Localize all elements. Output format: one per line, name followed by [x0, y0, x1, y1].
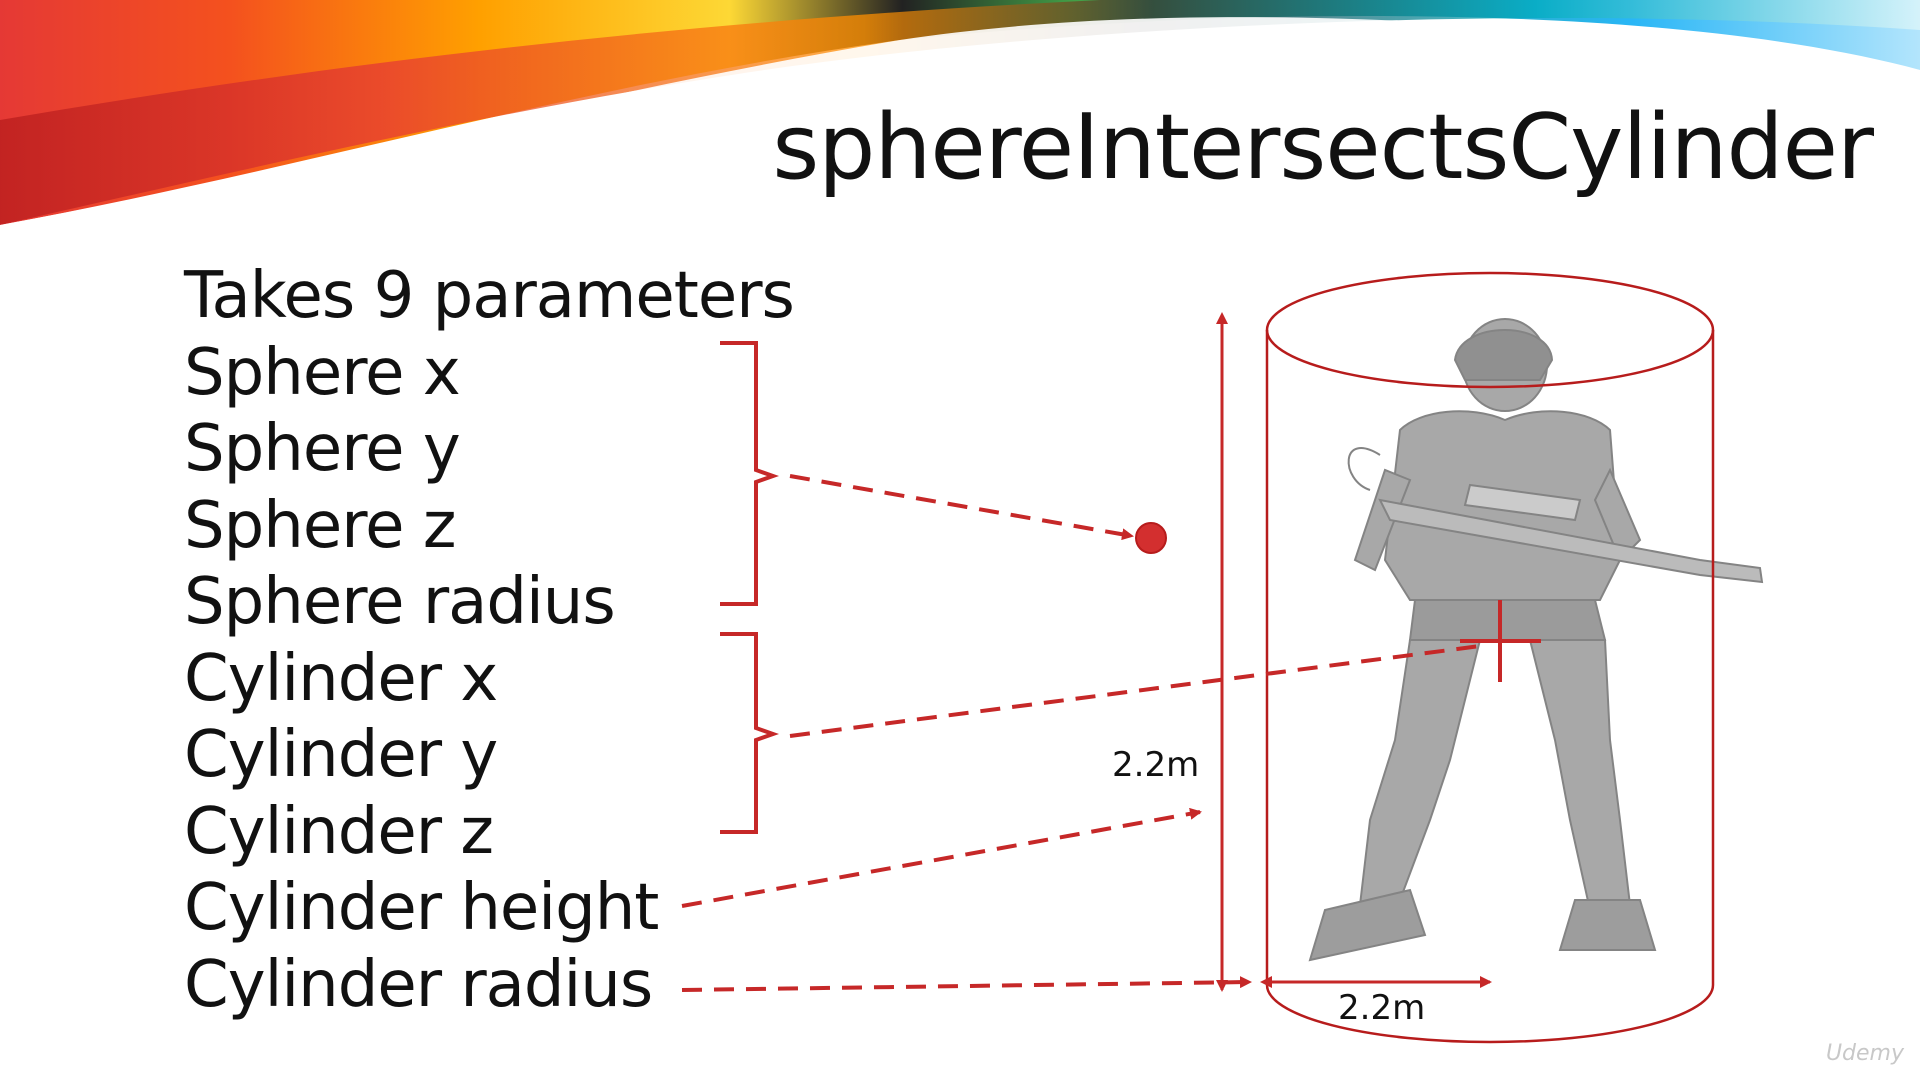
sphere-dot — [1135, 522, 1167, 554]
list-item: Takes 9 parameters — [184, 259, 795, 333]
sphere-params-bracket — [720, 341, 780, 606]
width-label: 2.2m — [1338, 988, 1426, 1028]
list-item: Cylinder radius — [184, 947, 653, 1022]
soldier-figure-icon — [1308, 318, 1764, 962]
dashed-connectors — [681, 474, 1489, 992]
cylinder-shape — [1265, 271, 1715, 1044]
list-item: Cylinder y — [184, 718, 498, 792]
slide-title: sphereIntersectsCylinder — [772, 95, 1874, 200]
cylinder-center-crosshair — [1460, 600, 1541, 682]
list-item: Sphere x — [184, 335, 461, 410]
cylinder-params-bracket — [720, 632, 780, 834]
list-item: Cylinder z — [184, 794, 494, 869]
watermark-logo: Udemy — [1825, 1041, 1904, 1066]
height-label: 2.2m — [1112, 745, 1200, 785]
list-item: Sphere radius — [184, 565, 616, 639]
list-item: Cylinder x — [184, 641, 498, 716]
header-swoosh — [0, 0, 1920, 230]
list-item: Cylinder height — [184, 871, 659, 945]
list-item: Sphere y — [184, 412, 461, 486]
list-item: Sphere z — [184, 488, 456, 563]
parameter-list: Takes 9 parameters Sphere x Sphere y Sph… — [184, 258, 795, 1023]
